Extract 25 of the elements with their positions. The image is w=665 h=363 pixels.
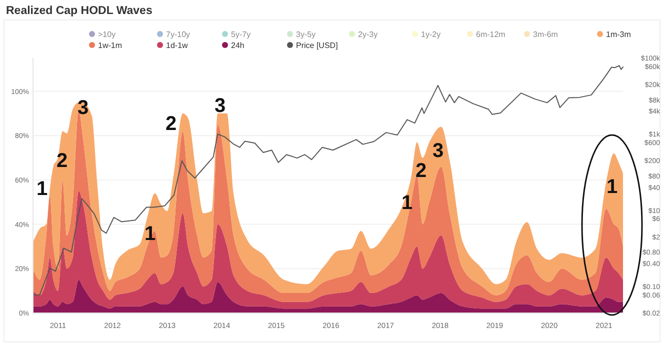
legend-label: 1m-3m [606,30,632,39]
legend-label: 6m-12m [476,30,506,39]
annotation: 1 [36,178,48,200]
legend-label: 3y-5y [296,30,316,39]
annotation: 2 [165,113,177,135]
annotation: 2 [56,150,68,172]
annotation: 2 [415,160,427,182]
legend-label: 5y-7y [231,30,251,39]
line-series [32,65,624,296]
annotation: 3 [77,97,89,119]
legend-label: 24h [231,41,244,50]
annotation: 1 [401,192,413,214]
legend-label: Price [USD] [296,41,338,50]
annotation: 1 [144,223,156,245]
legend-label: >10y [98,30,116,39]
annotation: 3 [432,140,444,162]
legend-label: 1y-2y [421,30,441,39]
legend-label: 1d-1w [166,41,188,50]
legend-label: 7y-10y [166,30,190,39]
legend-label: 3m-6m [533,30,558,39]
annotation: 1 [606,176,618,198]
chart-title: Realized Cap HODL Waves [6,5,152,17]
legend-label: 1w-1m [98,41,122,50]
annotation: 3 [214,95,226,117]
legend-label: 2y-3y [358,30,378,39]
